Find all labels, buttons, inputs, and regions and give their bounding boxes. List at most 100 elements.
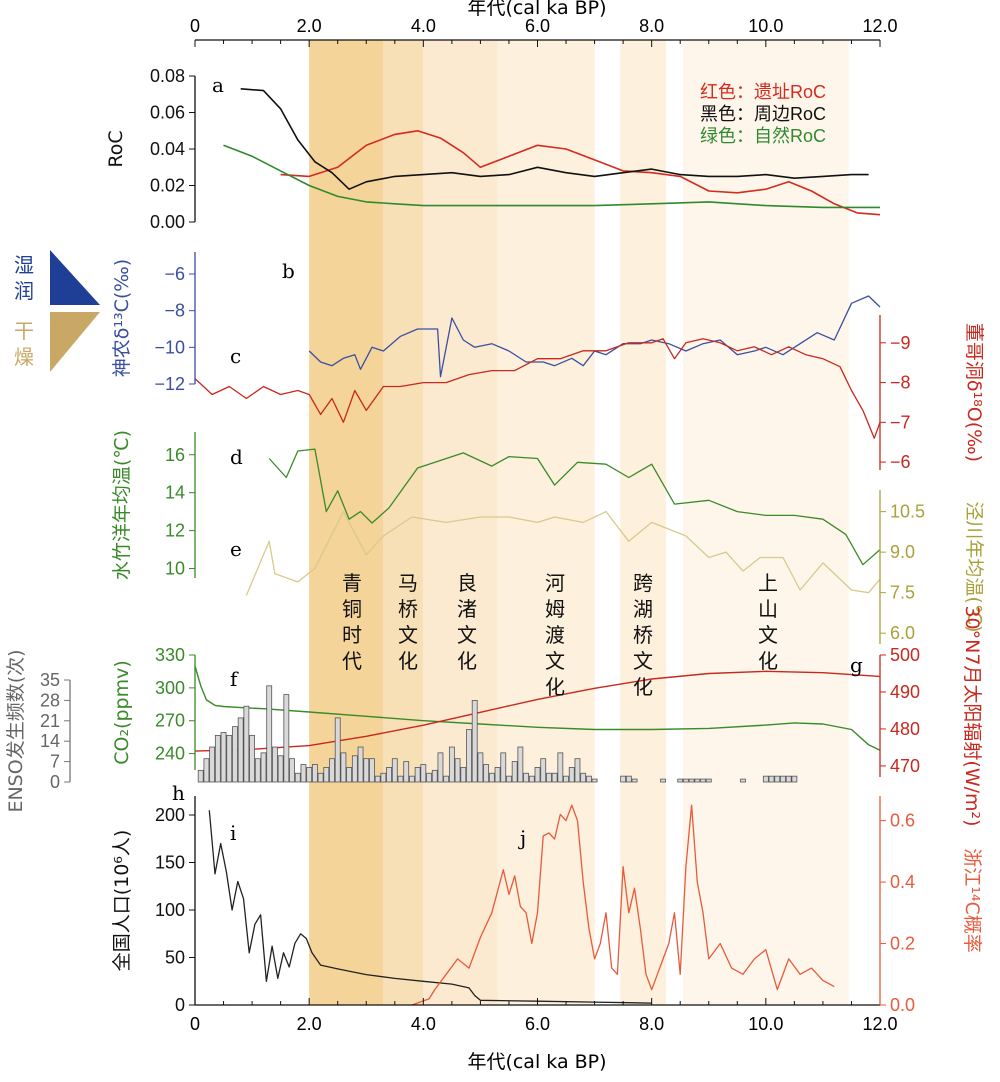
enso-bar xyxy=(443,775,450,783)
enso-bar xyxy=(197,769,204,783)
enso-bar xyxy=(620,775,627,783)
period-band xyxy=(620,40,666,1005)
enso-bar xyxy=(294,772,301,783)
x-tick-label: 0 xyxy=(190,1014,200,1034)
enso-bar xyxy=(660,778,666,783)
enso-bar xyxy=(688,778,695,783)
enso-bar xyxy=(357,746,364,783)
y-tick-label: 14 xyxy=(40,731,60,751)
x-tick-label: 8.0 xyxy=(639,16,664,36)
y-tick-label: 490 xyxy=(890,682,920,702)
y-axis-title-e: 泾川年均温(℃) xyxy=(963,501,985,632)
y-axis-title-j: 浙江¹⁴C概率 xyxy=(961,848,983,953)
enso-bar xyxy=(254,758,261,783)
series-line-j xyxy=(411,804,835,1006)
period-label: 湖 xyxy=(633,597,653,621)
enso-bar xyxy=(260,752,267,783)
x-tick-label: 0 xyxy=(190,16,200,36)
enso-bar xyxy=(277,755,284,783)
y-tick-label: 7 xyxy=(50,752,60,772)
enso-bar xyxy=(283,694,290,783)
enso-bar xyxy=(340,752,347,783)
enso-bar xyxy=(534,767,541,783)
enso-bar xyxy=(374,775,381,783)
y-axis-title-b: 神农δ¹³C(‰) xyxy=(111,259,133,377)
enso-bar xyxy=(403,761,410,783)
period-label: 桥 xyxy=(398,597,418,621)
x-tick-label: 4.0 xyxy=(411,1014,436,1034)
y-tick-label: 0.04 xyxy=(150,139,185,159)
enso-bar xyxy=(768,775,775,783)
panel-letter: d xyxy=(230,445,243,469)
series-line-i xyxy=(208,810,652,1004)
y-tick-label: 0.02 xyxy=(150,176,185,196)
enso-bar xyxy=(329,758,335,783)
period-band xyxy=(423,40,498,1005)
enso-bar xyxy=(677,778,684,783)
enso-bar xyxy=(625,775,632,783)
enso-bar xyxy=(311,764,318,783)
axes: 青铜时代马桥文化良渚文化河姆渡文化跨湖桥文化上山文化002.02.04.04.0… xyxy=(5,0,985,1073)
enso-bar xyxy=(517,746,524,783)
period-label: 代 xyxy=(342,649,362,673)
enso-bar xyxy=(237,717,244,783)
y-axis-title-a: RoC xyxy=(105,130,127,167)
y-tick-label: 35 xyxy=(40,670,60,690)
dry-triangle xyxy=(50,312,100,372)
period-label: 化 xyxy=(633,675,653,699)
enso-bar xyxy=(346,767,353,783)
enso-bar xyxy=(740,778,746,783)
y-tick-label: 100 xyxy=(155,900,185,920)
enso-bar xyxy=(460,767,467,783)
enso-bar xyxy=(791,775,798,783)
series-line-b xyxy=(308,295,881,378)
y-tick-label: 10.5 xyxy=(890,502,925,522)
panel-letter: i xyxy=(230,821,236,845)
wet-triangle xyxy=(50,250,100,305)
y-tick-label: 28 xyxy=(40,690,60,710)
period-band xyxy=(497,40,595,1005)
series-line-c xyxy=(194,338,881,439)
enso-bar xyxy=(700,778,706,783)
enso-bar xyxy=(546,772,552,783)
y-axis-title-i: 全国人口(10⁶人) xyxy=(111,830,133,972)
x-tick-label: 6.0 xyxy=(525,1014,550,1034)
period-label: 文 xyxy=(758,623,778,647)
enso-bar xyxy=(414,767,421,783)
panel-letter: h xyxy=(172,781,185,805)
panel-letter: j xyxy=(518,826,526,850)
series-line-a xyxy=(280,130,881,216)
y-tick-label: 0 xyxy=(50,772,60,792)
enso-bar xyxy=(785,775,792,783)
x-axis-title-bottom: 年代(cal ka BP) xyxy=(467,1051,606,1073)
enso-bar xyxy=(694,778,701,783)
enso-bar xyxy=(232,726,238,783)
period-label: 化 xyxy=(398,649,418,673)
series-line-d xyxy=(268,448,881,566)
y-tick-label: −7 xyxy=(890,412,911,432)
panel-letter: f xyxy=(230,667,239,691)
wet-label: 湿 xyxy=(14,253,34,277)
enso-bar xyxy=(477,752,484,783)
panel-letter: b xyxy=(282,259,295,283)
enso-bar xyxy=(523,772,529,783)
y-tick-label: 0.4 xyxy=(890,872,915,892)
legend-entry: 绿色：自然RoC xyxy=(700,126,826,146)
enso-bar xyxy=(557,752,564,783)
enso-bar xyxy=(266,685,273,783)
enso-bar xyxy=(351,755,358,783)
period-label: 桥 xyxy=(633,623,653,647)
enso-bar xyxy=(397,775,404,783)
enso-bar xyxy=(323,767,330,783)
enso-bar xyxy=(317,772,324,783)
enso-bar xyxy=(380,772,387,783)
x-tick-label: 8.0 xyxy=(639,1014,664,1034)
enso-bar xyxy=(568,767,575,783)
enso-bar xyxy=(540,758,547,783)
period-label: 马 xyxy=(398,571,418,595)
enso-bar xyxy=(214,734,221,783)
y-tick-label: 300 xyxy=(155,678,185,698)
enso-bar xyxy=(483,764,490,783)
y-tick-label: 240 xyxy=(155,744,185,764)
